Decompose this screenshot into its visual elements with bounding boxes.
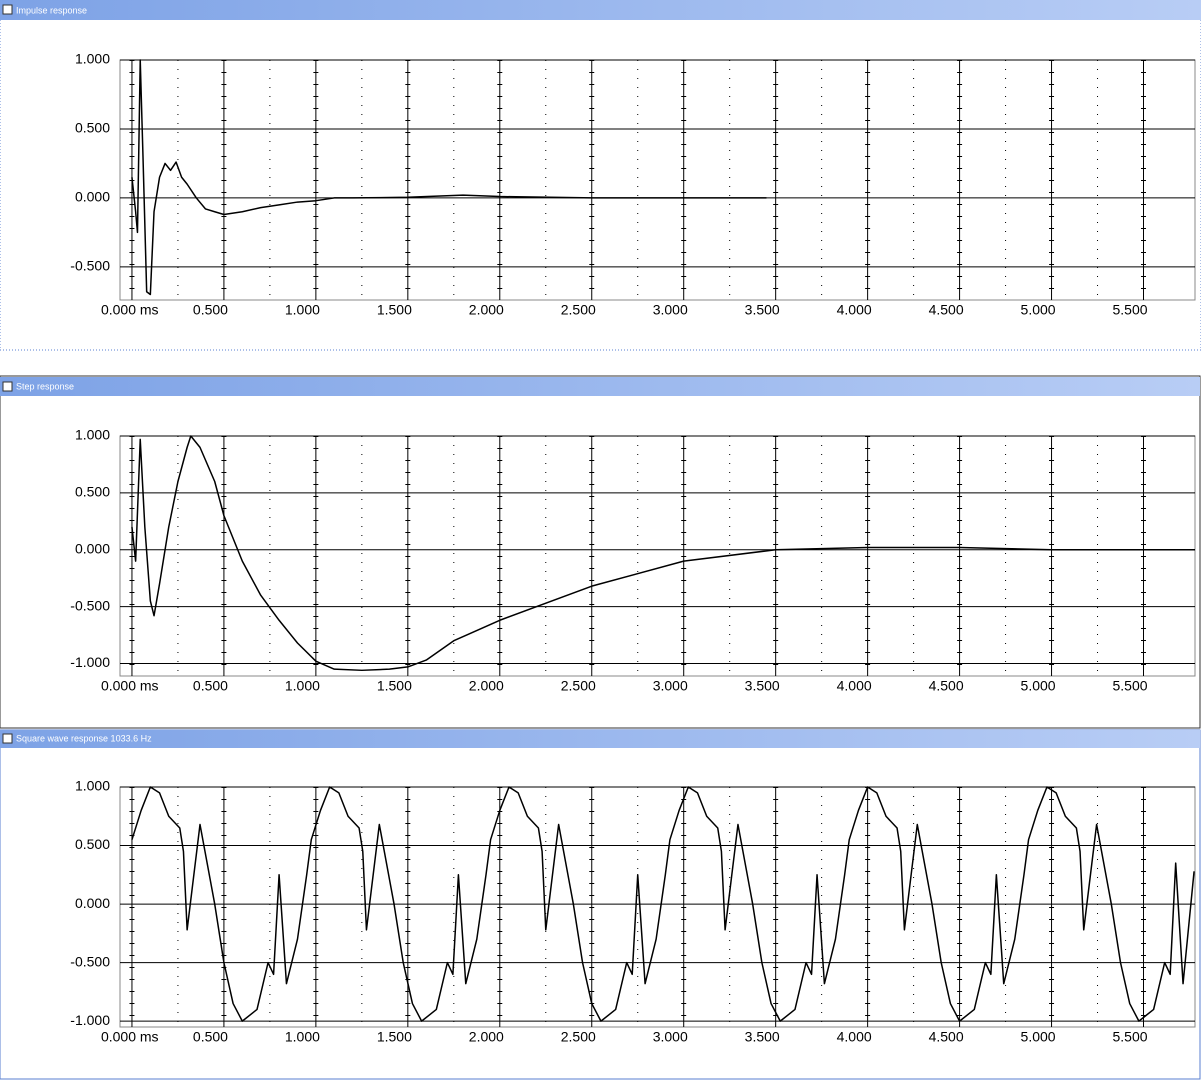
y-tick-label: 0.000: [75, 540, 110, 556]
window-icon: [2, 4, 13, 15]
x-tick-label: 5.500: [1113, 302, 1148, 318]
x-tick-label: 0.500: [193, 678, 228, 694]
x-tick-label: 0.000 ms: [101, 1029, 159, 1045]
x-tick-label: 3.000: [653, 1029, 688, 1045]
x-tick-label: 5.000: [1021, 302, 1056, 318]
x-tick-label: 1.500: [377, 678, 412, 694]
window-title: Step response: [16, 381, 74, 391]
x-tick-label: 2.500: [561, 678, 596, 694]
title-bar-bg: [0, 730, 1200, 748]
x-tick-label: 2.000: [469, 302, 504, 318]
x-tick-label: 3.500: [745, 678, 780, 694]
x-tick-label: 3.500: [745, 1029, 780, 1045]
y-tick-label: -0.500: [70, 258, 110, 274]
title-bar-bg: [0, 377, 1200, 396]
x-tick-label: 1.500: [377, 302, 412, 318]
x-tick-label: 0.000 ms: [101, 302, 159, 318]
window-title: Square wave response 1033.6 Hz: [16, 733, 152, 743]
x-tick-label: 3.000: [653, 302, 688, 318]
response-line: [131, 786, 1195, 1022]
window-icon: [2, 733, 13, 744]
response-line: [131, 435, 1195, 672]
x-tick-label: 1.500: [377, 1029, 412, 1045]
x-tick-label: 1.000: [285, 678, 320, 694]
plot-area: [119, 59, 1196, 301]
x-tick-label: 1.000: [285, 1029, 320, 1045]
y-tick-label: 0.000: [75, 189, 110, 205]
x-tick-label: 4.500: [929, 1029, 964, 1045]
x-tick-label: 5.000: [1021, 678, 1056, 694]
x-tick-label: 1.000: [285, 302, 320, 318]
x-tick-label: 0.000 ms: [101, 678, 159, 694]
x-tick-label: 0.500: [193, 1029, 228, 1045]
x-tick-label: 4.500: [929, 302, 964, 318]
x-tick-label: 5.500: [1113, 1029, 1148, 1045]
title-bar[interactable]: Square wave response 1033.6 Hz: [0, 730, 1200, 748]
x-tick-label: 4.000: [837, 302, 872, 318]
y-tick-label: 1.000: [75, 427, 110, 443]
window-icon: [2, 381, 13, 392]
x-tick-label: 2.000: [469, 678, 504, 694]
x-tick-label: 4.000: [837, 678, 872, 694]
x-tick-label: 2.000: [469, 1029, 504, 1045]
plot-area: [119, 786, 1196, 1028]
y-tick-label: -0.500: [70, 597, 110, 613]
title-bar[interactable]: Impulse response: [0, 0, 1201, 20]
x-tick-label: 0.500: [193, 302, 228, 318]
x-tick-label: 5.000: [1021, 1029, 1056, 1045]
y-tick-label: -1.000: [70, 1012, 110, 1028]
y-tick-label: 0.000: [75, 895, 110, 911]
x-tick-label: 5.500: [1113, 678, 1148, 694]
title-bar-bg: [0, 0, 1201, 20]
plot-area: [119, 435, 1196, 677]
y-tick-label: 0.500: [75, 836, 110, 852]
y-tick-label: 0.500: [75, 120, 110, 136]
x-tick-label: 3.500: [745, 302, 780, 318]
x-tick-label: 3.000: [653, 678, 688, 694]
y-tick-label: 0.500: [75, 484, 110, 500]
x-tick-label: 2.500: [561, 1029, 596, 1045]
title-bar[interactable]: Step response: [0, 377, 1200, 396]
y-tick-label: 1.000: [75, 51, 110, 67]
response-line: [131, 59, 767, 296]
x-tick-label: 4.500: [929, 678, 964, 694]
y-tick-label: -0.500: [70, 953, 110, 969]
window-title: Impulse response: [16, 5, 87, 15]
y-tick-label: -1.000: [70, 654, 110, 670]
y-tick-label: 1.000: [75, 778, 110, 794]
x-tick-label: 4.000: [837, 1029, 872, 1045]
x-tick-label: 2.500: [561, 302, 596, 318]
